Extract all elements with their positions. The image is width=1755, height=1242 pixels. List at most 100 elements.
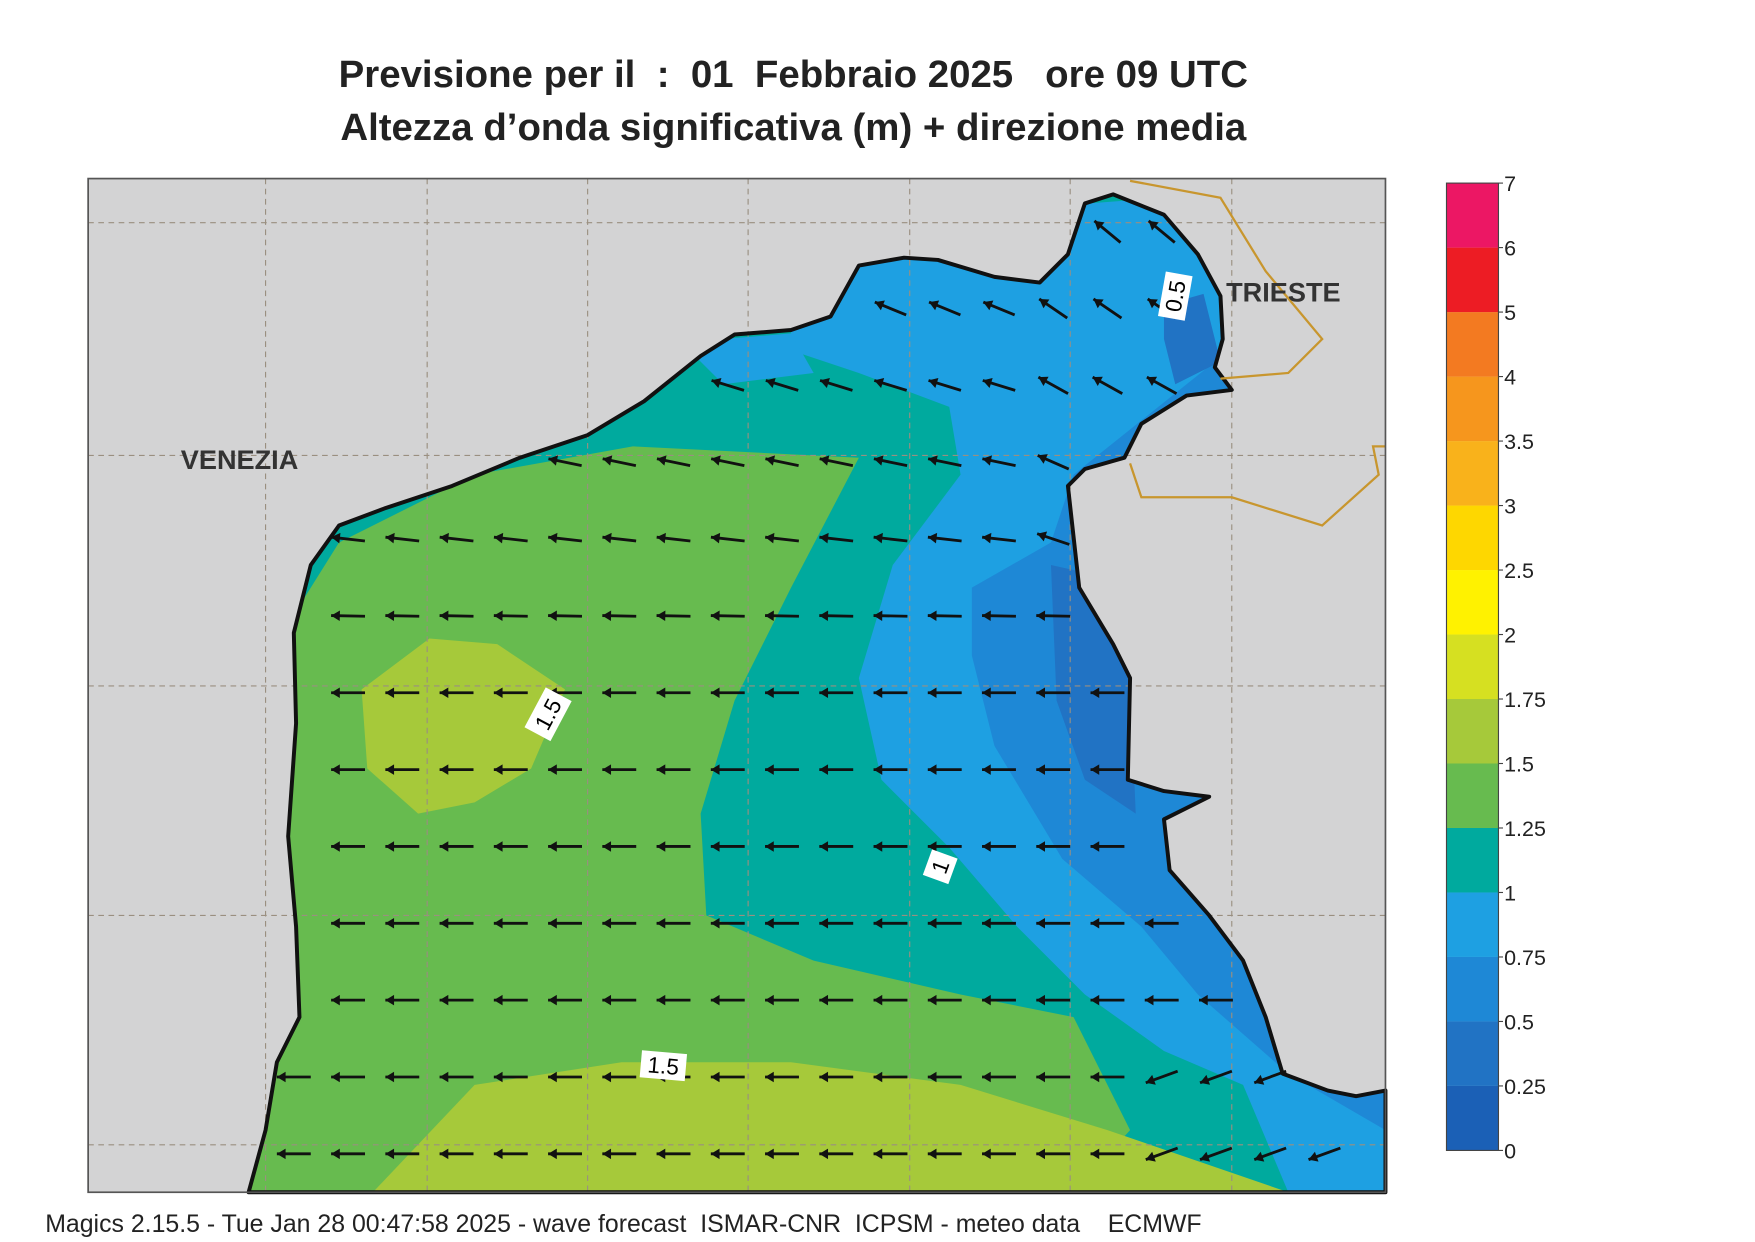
arrow-head (602, 1148, 612, 1160)
colorbar-segment (1446, 827, 1499, 893)
arrow-head (1090, 687, 1100, 699)
arrow-head (656, 918, 666, 929)
arrow-head (710, 1071, 720, 1083)
arrow-head (927, 1148, 937, 1160)
arrow-head (1036, 764, 1045, 775)
arrow-head (1254, 1151, 1265, 1162)
arrow-head (439, 764, 449, 775)
arrow-head (1092, 376, 1103, 386)
arrow-head (602, 841, 612, 852)
arrow-head (873, 764, 883, 775)
arrow-head (548, 841, 557, 852)
contour-label-group: 1 (922, 849, 958, 885)
colorbar-label: 0 (1504, 1139, 1516, 1163)
arrow-head (982, 764, 991, 775)
arrow-head (873, 532, 883, 544)
arrow-head (1254, 1074, 1265, 1085)
colorbar-segment (1446, 247, 1499, 313)
arrow-head (493, 994, 503, 1006)
arrow-head (873, 994, 883, 1006)
colorbar-label: 5 (1504, 301, 1516, 325)
arrow-head (493, 532, 504, 544)
arrow-head (602, 532, 612, 544)
arrow-head (656, 610, 666, 621)
arrow-head (982, 532, 992, 544)
arrow-head (711, 377, 722, 388)
arrow-head (385, 841, 395, 852)
place-label: VENEZIA (181, 444, 299, 475)
arrow-head (1036, 1148, 1045, 1160)
arrow-head (927, 994, 937, 1006)
arrow-head (1036, 610, 1046, 621)
arrow-head (1037, 454, 1048, 464)
arrow-head (1094, 220, 1105, 231)
colorbar-segment (1446, 699, 1499, 764)
colorbar: 0 0.25 0.5 0.75 1 1.25 1.5 1.75 2 2.5 3 3.5 4 5 6 7 (1445, 172, 1546, 1163)
arrow-head (1144, 994, 1154, 1006)
arrow-head (1036, 918, 1045, 929)
arrow-head (820, 377, 830, 388)
arrow-head (548, 610, 557, 621)
arrow-head (710, 687, 720, 699)
colorbar-segment (1446, 505, 1499, 571)
arrow-head (873, 841, 883, 852)
colorbar-label: 7 (1504, 172, 1516, 196)
footer: Magics 2.15.5 - Tue Jan 28 00:47:58 2025… (45, 1210, 1201, 1238)
place-label: TRIESTE (1226, 277, 1340, 308)
arrow-head (982, 918, 991, 929)
arrow-head (385, 994, 395, 1006)
arrow-head (493, 687, 503, 699)
arrow-head (331, 994, 340, 1006)
arrow-head (276, 1071, 286, 1083)
arrow-head (602, 687, 612, 699)
arrow-head (819, 455, 830, 466)
arrow-head (331, 1071, 340, 1083)
arrow-head (1199, 994, 1208, 1006)
arrow-head (710, 918, 720, 929)
colorbar-segment (1446, 956, 1499, 1022)
arrow-head (819, 918, 829, 929)
arrow-head (493, 918, 503, 929)
arrow-head (874, 377, 885, 388)
arrow-head (385, 610, 395, 621)
arrow-head (1090, 841, 1100, 852)
arrow-head (982, 1148, 991, 1160)
arrow-head (819, 1148, 829, 1160)
arrow-head (765, 687, 774, 699)
arrow-head (1200, 1074, 1211, 1085)
arrow-head (439, 1071, 449, 1083)
arrow-head (656, 687, 666, 699)
colorbar-label: 0.25 (1504, 1075, 1546, 1099)
arrow-head (602, 610, 612, 621)
map: VENEZIA TRIESTE 1.5 1 0.5 1.5 (87, 177, 1388, 1195)
arrow-head (765, 1071, 774, 1083)
arrow-head (385, 687, 395, 699)
arrow-head (873, 918, 883, 929)
arrow-head (1036, 841, 1045, 852)
colorbar-segment (1446, 1085, 1499, 1151)
arrow-head (1093, 298, 1104, 309)
arrow-head (331, 764, 340, 775)
arrow-head (710, 610, 720, 621)
arrow-head (710, 994, 720, 1006)
arrow-head (656, 841, 666, 852)
arrow-head (656, 532, 666, 544)
colorbar-label: 0.75 (1504, 946, 1546, 970)
colorbar-segment (1446, 1021, 1499, 1086)
arrow-head (765, 841, 774, 852)
arrow-head (548, 455, 559, 466)
arrow-head (331, 610, 340, 621)
arrow-head (331, 841, 340, 852)
arrow-head (385, 532, 395, 544)
contour-label-group: 1.5 (639, 1050, 688, 1082)
arrow-head (765, 1148, 774, 1160)
map-frame (87, 177, 1387, 1194)
arrow-head (1036, 1071, 1045, 1083)
arrow-head (385, 1148, 395, 1160)
arrow-head (548, 1071, 557, 1083)
arrow-head (1037, 531, 1048, 542)
arrow-head (493, 1071, 503, 1083)
arrow-head (1090, 994, 1100, 1006)
arrow-head (765, 532, 775, 544)
arrow-head (656, 455, 667, 466)
